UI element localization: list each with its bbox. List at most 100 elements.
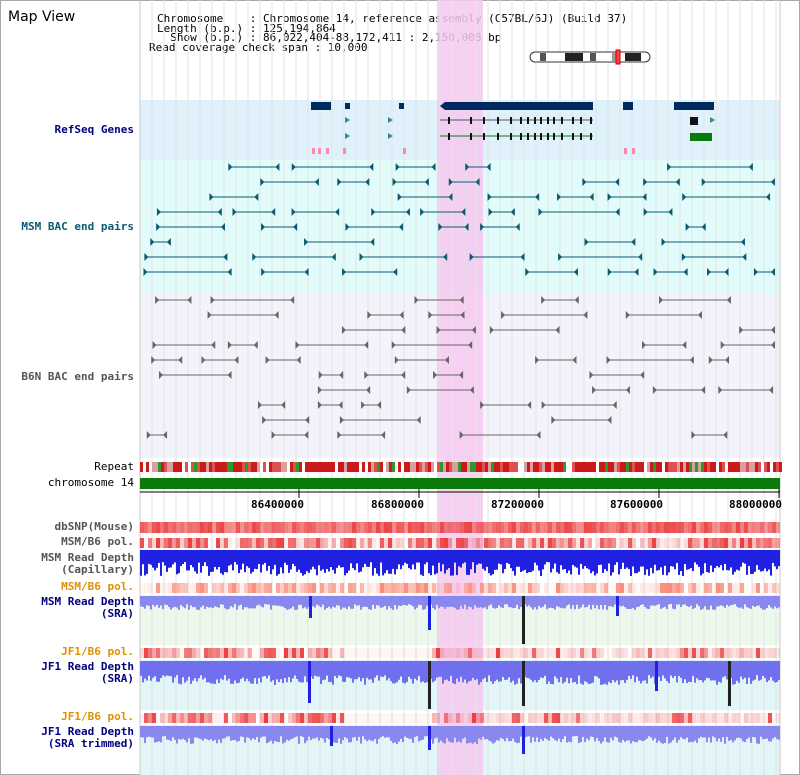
heat-cell (328, 583, 332, 593)
heat-cell (640, 648, 644, 658)
track-label-msm-bac[interactable]: MSM BAC end pairs (21, 220, 134, 233)
b6n-bac-end (739, 326, 744, 334)
chromosome-ideogram[interactable] (529, 49, 651, 65)
depth-bar (222, 661, 224, 680)
depth-bar (716, 726, 718, 742)
depth-bar (548, 596, 550, 609)
depth-bar (568, 550, 570, 571)
heat-cell (516, 713, 520, 723)
depth-bar (656, 550, 658, 571)
depth-bar (298, 661, 300, 682)
depth-bar (200, 596, 202, 608)
heat-cell (656, 648, 660, 658)
track-label-dbsnp[interactable]: dbSNP(Mouse) (54, 520, 134, 533)
b6n-bac-end (377, 401, 382, 409)
tick-label-1: 86400000 (251, 498, 304, 511)
depth-bar (734, 661, 736, 685)
depth-bar (470, 596, 472, 608)
depth-bar (456, 661, 458, 679)
heat-cell (648, 648, 652, 658)
track-label-jf1-depth-sra[interactable]: JF1 Read Depth (41, 660, 134, 673)
depth-bar (696, 726, 698, 743)
track-label-msm-depth-cap[interactable]: MSM Read Depth (41, 551, 134, 564)
depth-bar (572, 550, 574, 565)
heat-cell (436, 713, 440, 723)
depth-bar (188, 661, 190, 677)
depth-bar (536, 661, 538, 683)
heat-cell (360, 713, 364, 723)
heat-cell (492, 583, 496, 593)
heat-cell (416, 713, 420, 723)
heat-cell (548, 713, 552, 723)
track-label-jf1-b6-pol-2[interactable]: JF1/B6 pol. (61, 710, 134, 723)
heat-cell (212, 522, 216, 533)
heat-cell (164, 583, 168, 593)
track-label-chromosome[interactable]: chromosome 14 (47, 476, 134, 489)
depth-bar (398, 726, 400, 742)
depth-bar (584, 661, 586, 682)
b6n-bac-pairs[interactable] (146, 296, 775, 439)
depth-bar (564, 550, 566, 570)
heat-cell (692, 713, 696, 723)
depth-bar (710, 550, 712, 566)
depth-bar (532, 596, 534, 610)
depth-bar (488, 596, 490, 606)
heat-cell (276, 713, 280, 723)
heat-cell (560, 522, 564, 533)
msm-bac-end (223, 253, 228, 261)
b6n-bac-end (551, 416, 556, 424)
track-label-msm-depth-sra[interactable]: MSM Read Depth (41, 595, 134, 608)
depth-bar (354, 550, 356, 571)
heat-cell (772, 648, 776, 658)
depth-bar (414, 726, 416, 737)
refseq-genes[interactable] (311, 102, 715, 154)
depth-bar (262, 596, 264, 608)
heat-cell (212, 648, 216, 658)
selection-highlight[interactable] (437, 0, 483, 775)
depth-bar (616, 550, 618, 563)
heat-cell (232, 713, 236, 723)
b6n-bac-end (304, 431, 309, 439)
depth-bar (414, 661, 416, 679)
track-label-b6n-bac[interactable]: B6N BAC end pairs (21, 370, 134, 383)
depth-bar (366, 726, 368, 742)
track-label-repeat[interactable]: Repeat (94, 460, 134, 473)
depth-bar (420, 726, 422, 741)
depth-bar (278, 726, 280, 743)
heat-cell (760, 713, 764, 723)
repeat-segment (770, 462, 773, 472)
repeat-segment (491, 462, 494, 472)
msm-bac-end (538, 208, 543, 216)
depth-bar (556, 726, 558, 742)
depth-bar (580, 661, 582, 684)
heat-cell (648, 713, 652, 723)
track-label-refseq[interactable]: RefSeq Genes (54, 123, 134, 136)
depth-bar (166, 550, 168, 572)
depth-bar (318, 550, 320, 566)
track-label-jf1-b6-pol-1[interactable]: JF1/B6 pol. (61, 645, 134, 658)
depth-bar (416, 550, 418, 563)
depth-bar (740, 596, 742, 608)
heat-cell (456, 713, 460, 723)
depth-bar (152, 550, 154, 568)
heat-cell (452, 713, 456, 723)
depth-bar (258, 596, 260, 605)
depth-bar (626, 596, 628, 609)
depth-bar (730, 726, 732, 740)
depth-bar (420, 661, 422, 683)
depth-bar (382, 661, 384, 677)
depth-bar (316, 661, 318, 677)
depth-bar (610, 661, 612, 684)
repeat-segment (467, 462, 470, 472)
repeat-segment (227, 462, 230, 472)
depth-bar (360, 661, 362, 682)
msm-bac-pairs[interactable] (143, 163, 775, 276)
depth-bar (270, 596, 272, 610)
track-label-msm-b6-pol-1[interactable]: MSM/B6 pol. (61, 535, 134, 548)
track-label-msm-b6-pol-2[interactable]: MSM/B6 pol. (61, 580, 134, 593)
depth-bar (400, 661, 402, 677)
depth-bar (620, 726, 622, 743)
depth-bar (198, 550, 200, 563)
track-label-jf1-depth-trim[interactable]: JF1 Read Depth (41, 725, 134, 738)
